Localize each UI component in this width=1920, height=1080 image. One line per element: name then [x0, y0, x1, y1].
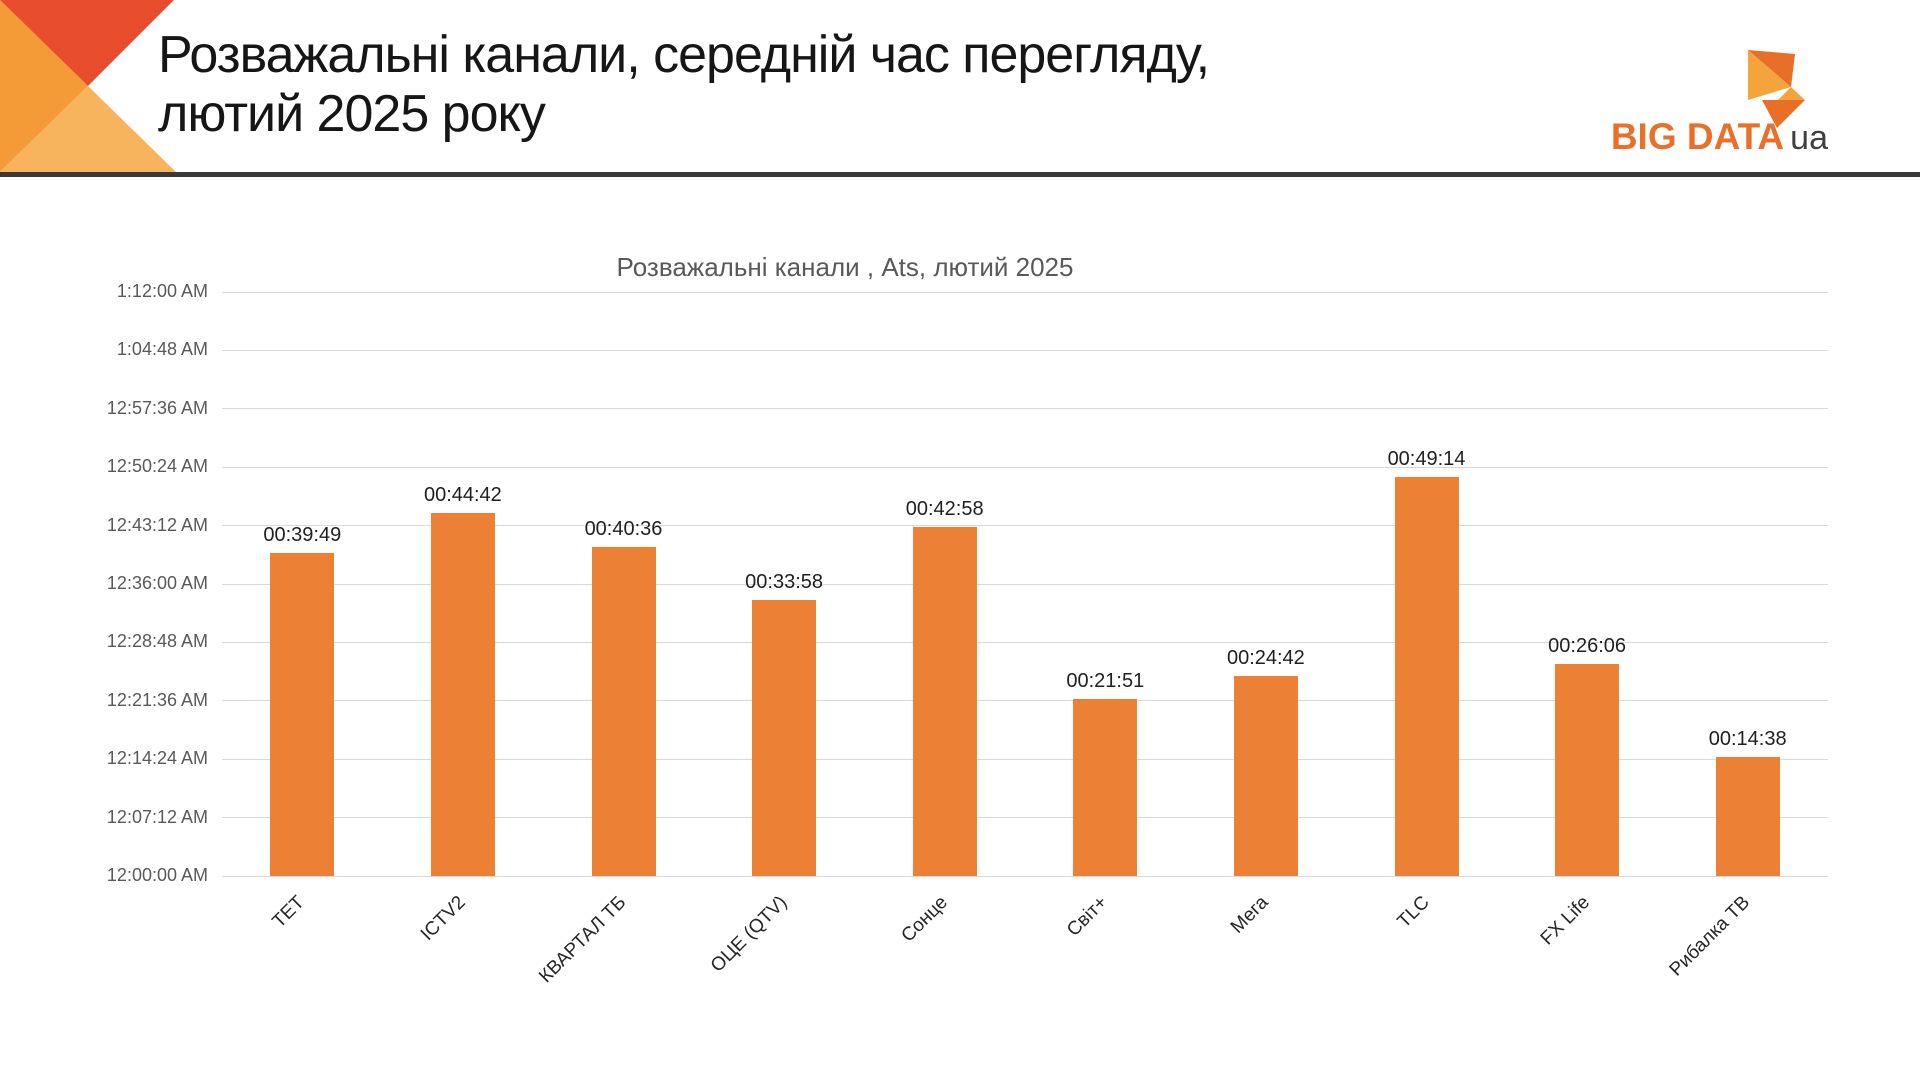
bar-value-label: 00:40:36 — [584, 517, 663, 540]
deco-amber-triangle — [0, 86, 176, 172]
logo-bolt-icon — [1748, 50, 1805, 128]
bar-value-label: 00:24:42 — [1226, 646, 1305, 669]
bar-value-label: 00:39:49 — [263, 524, 342, 547]
y-axis-tick-label: 12:43:12 AM — [106, 514, 208, 535]
x-axis-category-label: FX Life — [1536, 892, 1594, 950]
bar-Рибалка ТВ — [1715, 757, 1780, 876]
deco-red-triangle — [0, 0, 174, 86]
x-axis-category-label: ТЕТ — [268, 892, 310, 933]
bar-КВАРТАЛ ТБ — [591, 546, 656, 876]
big-data-ua-logo: BIG DATA ua — [1588, 40, 1828, 158]
logo-amber-triangle-left — [1748, 50, 1791, 100]
gridline — [222, 700, 1828, 702]
y-axis-tick-label: 12:07:12 AM — [106, 806, 208, 827]
logo-text: BIG DATA ua — [1611, 116, 1828, 158]
gridline — [222, 466, 1828, 468]
bar-value-label: 00:14:38 — [1708, 728, 1787, 751]
x-axis-category-label: КВАРТАЛ ТБ — [535, 892, 631, 988]
page-title-line2: лютий 2025 року — [158, 85, 546, 143]
x-axis-category-label: TLC — [1393, 892, 1434, 933]
gridline — [222, 291, 1828, 293]
y-axis-tick-label: 12:00:00 AM — [106, 865, 208, 885]
x-axis-category-label: Сонце — [897, 892, 952, 947]
x-axis-category-label: Рибалка ТВ — [1665, 892, 1755, 981]
bar-value-label: 00:49:14 — [1387, 447, 1466, 470]
x-axis-category-label: Світ+ — [1063, 892, 1113, 941]
bar-Сонце — [912, 527, 977, 876]
bar-value-label: 00:44:42 — [423, 484, 502, 507]
x-axis-category-label: Мега — [1227, 892, 1273, 938]
logo-dark-triangle-top — [1748, 50, 1795, 87]
header: Розважальні канали, середній час перегля… — [0, 0, 1920, 177]
gridline — [222, 583, 1828, 585]
y-axis-tick-label: 1:12:00 AM — [116, 281, 208, 301]
bar-value-label: 00:42:58 — [905, 498, 984, 521]
bar-TLC — [1394, 476, 1459, 876]
y-axis-tick-label: 12:21:36 AM — [106, 689, 208, 710]
corner-triangles-decoration — [0, 0, 176, 172]
y-axis-tick-label: 12:36:00 AM — [106, 573, 208, 593]
gridline — [222, 817, 1828, 819]
logo-suffix-text: ua — [1790, 119, 1828, 157]
bar-Світ+ — [1073, 698, 1138, 876]
chart-title: Розважальні канали , Ats, лютий 2025 — [616, 252, 1074, 282]
page-title-line1: Розважальні канали, середній час перегля… — [158, 26, 1210, 84]
bar-value-label: 00:33:58 — [745, 571, 824, 594]
logo-brand-text: BIG DATA — [1610, 116, 1785, 157]
gridline — [222, 408, 1828, 410]
y-axis-tick-label: 1:04:48 AM — [116, 339, 208, 360]
logo-dark-triangle-bottom — [1762, 100, 1805, 128]
gridline — [222, 875, 1828, 877]
bar-ICTV2 — [430, 513, 495, 876]
y-axis-tick-label: 12:50:24 AM — [106, 456, 208, 477]
bar-Мега — [1233, 675, 1298, 876]
x-axis-category-label: ОЦЕ (QTV) — [706, 892, 791, 977]
x-axis-category-label: ICTV2 — [416, 892, 470, 945]
bar-value-label: 00:26:06 — [1548, 635, 1627, 658]
bar-ТЕТ — [270, 553, 335, 876]
y-axis-tick-label: 12:28:48 AM — [106, 631, 208, 652]
y-axis-tick-label: 12:57:36 AM — [106, 397, 208, 418]
bar-FX Life — [1555, 664, 1620, 876]
gridline — [222, 525, 1828, 527]
y-axis-tick-label: 12:14:24 AM — [106, 748, 208, 769]
logo-amber-triangle-mid — [1778, 87, 1805, 100]
gridline — [222, 758, 1828, 760]
bar-value-label: 00:21:51 — [1066, 669, 1145, 692]
bar-ОЦЕ (QTV) — [752, 600, 817, 876]
deco-orange-triangle — [0, 0, 88, 172]
gridline — [222, 349, 1828, 351]
gridline — [222, 641, 1828, 643]
page-title: Розважальні канали, середній час перегля… — [158, 26, 1210, 144]
